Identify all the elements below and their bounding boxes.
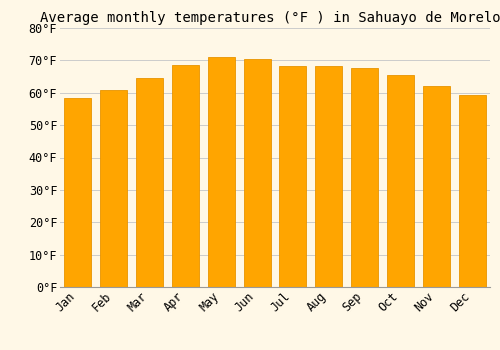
Bar	[172, 65, 199, 287]
Bar	[136, 78, 163, 287]
Bar	[244, 59, 270, 287]
Bar	[208, 57, 234, 287]
Bar	[316, 66, 342, 287]
Bar	[387, 75, 414, 287]
Title: Average monthly temperatures (°F ) in Sahuayo de Morelos: Average monthly temperatures (°F ) in Sa…	[40, 12, 500, 26]
Bar	[100, 90, 127, 287]
Bar	[64, 98, 92, 287]
Bar	[280, 66, 306, 287]
Bar	[423, 86, 450, 287]
Bar	[458, 95, 485, 287]
Bar	[351, 69, 378, 287]
